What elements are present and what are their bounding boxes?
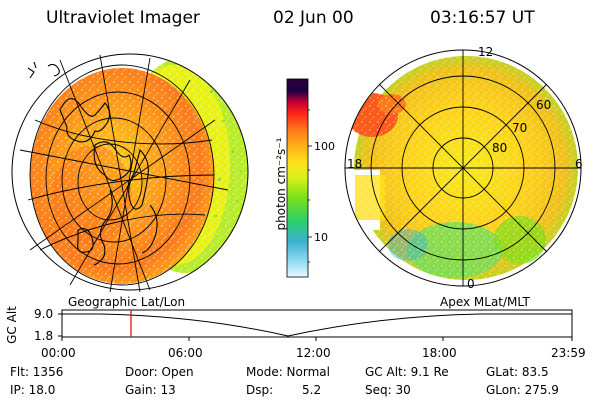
status-door: Door: Open [125,365,194,379]
mlt-label-6: 6 [575,157,583,171]
status-gain: Gain: 13 [125,383,176,397]
timeline-xtick-1800: 18:00 [422,346,457,360]
colorbar-tick-100: 100 [314,140,335,153]
header-time: 03:16:57 UT [430,8,535,28]
timeline-xtick-0000: 00:00 [41,346,76,360]
timeline-xtick-2359: 23:59 [551,346,586,360]
status-ip: IP: 18.0 [10,383,56,397]
geographic-label: Geographic Lat/Lon [68,295,186,309]
status-gc-alt: GC Alt: 9.1 Re [365,365,449,379]
colorbar [286,78,312,278]
mlat-label-60: 60 [536,98,552,112]
polar-image [344,49,582,287]
mlt-label-0: 0 [467,277,475,291]
status-dsp-label: Dsp: [246,383,274,397]
status-dsp-value: 5.2 [302,383,322,397]
timeline-ytick-top: 9.0 [34,307,54,321]
colorbar-tick-10: 10 [314,231,328,244]
colorbar-unit-label: photon cm⁻²s⁻¹ [274,137,288,231]
status-glat: GLat: 83.5 [486,365,549,379]
status-seq: Seq: 30 [365,383,411,397]
timeline-xtick-1200: 12:00 [296,346,331,360]
timeline-xtick-0600: 06:00 [168,346,203,360]
altitude-timeline [58,309,573,341]
geographic-image [11,53,249,293]
status-flt: Flt: 1356 [10,365,64,379]
mlat-label-80: 80 [492,141,508,155]
mlt-label-12: 12 [478,45,494,59]
instrument-title: Ultraviolet Imager [46,8,200,28]
timeline-ytick-bottom: 1.8 [34,329,54,343]
apex-label: Apex MLat/MLT [440,295,530,309]
mlat-label-70: 70 [512,121,528,135]
mlt-label-18: 18 [347,157,363,171]
header-date: 02 Jun 00 [273,8,354,28]
timeline-ylabel: GC Alt [5,306,19,344]
status-mode: Mode: Normal [246,365,330,379]
status-glon: GLon: 275.9 [486,383,559,397]
